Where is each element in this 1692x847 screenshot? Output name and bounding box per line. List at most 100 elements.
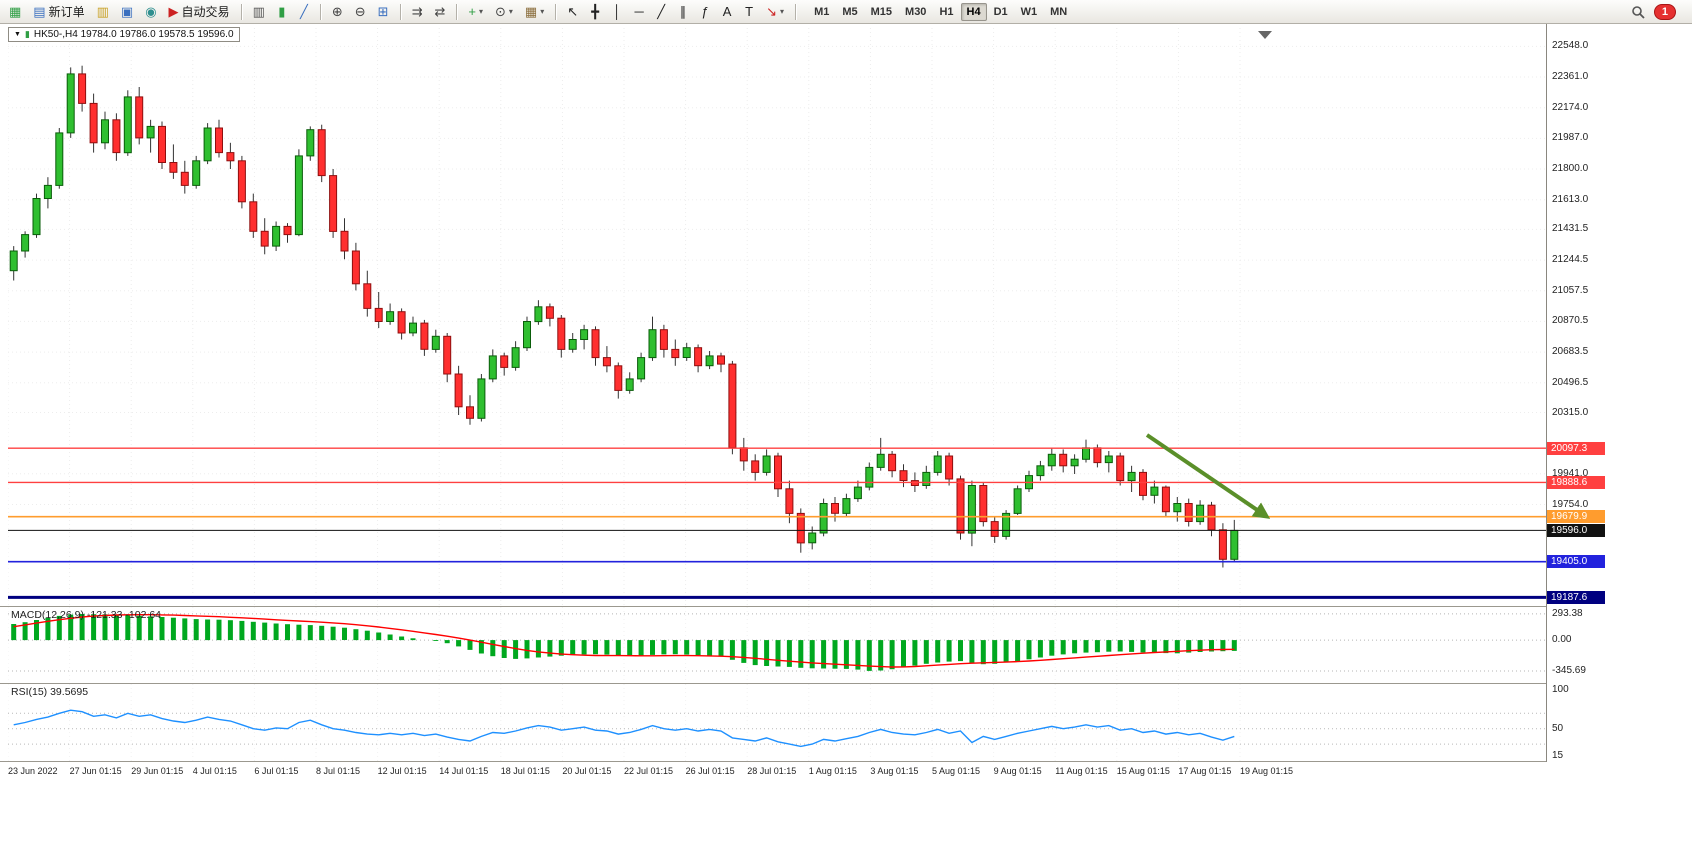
grid [8,28,1546,606]
chart-title[interactable]: ▼ ▮ HK50-,H4 19784.0 19786.0 19578.5 195… [8,27,240,42]
chart-window: ▼ ▮ HK50-,H4 19784.0 19786.0 19578.5 195… [0,24,1692,847]
timeframe-d1-button[interactable]: D1 [993,5,1008,18]
price-tag: 19405.0 [1547,555,1605,569]
vertical-line-icon: │ [613,4,622,19]
timeframe-mn-button[interactable]: MN [1050,5,1068,18]
auto-scroll-icon: ⇉ [411,4,423,19]
rsi-panel[interactable] [8,684,1546,761]
time-axis[interactable]: 23 Jun 2022 27 Jun 01:15 29 Jun 01:15 4 Jul… [0,762,1692,781]
profiles-icon: ▥ [96,4,109,19]
time-axis-label: 6 Jul 01:15 [254,766,299,776]
toolbar-separator [555,3,557,20]
main-chart[interactable] [8,28,1546,606]
rsi-indicator-label: RSI(15) 39.5695 [11,686,89,698]
line-chart-button[interactable]: ╱ [294,2,314,22]
fibonacci-icon: ƒ [701,4,709,19]
zoom-in-button[interactable]: ⊕ [327,2,348,22]
price-axis[interactable]: 22548.0 22361.0 22174.0 21987.0 21800.0 21613… [1546,24,1692,781]
templates-button[interactable]: ▦ ▾ [520,2,549,22]
toolbar-separator [319,3,321,20]
time-axis-label: 9 Aug 01:15 [993,766,1042,776]
channel-button[interactable]: ∥ [673,2,693,22]
price-axis-label: 21244.5 [1552,254,1589,266]
timeframe-w1-button[interactable]: W1 [1020,5,1038,18]
chart-shift-marker [1258,31,1272,39]
price-tag: 19596.0 [1547,523,1605,537]
panel-separator[interactable] [0,683,1692,684]
trendline-icon: ╱ [657,4,666,19]
new-order-button-label: 新订单 [48,5,85,19]
macd-axis-label: 293.38 [1552,607,1583,619]
timeframe-m5-button[interactable]: M5 [842,5,858,18]
price-axis-label: 22361.0 [1552,71,1589,83]
autotrading-button[interactable]: ▶ 自动交易 [164,2,235,22]
candlestick-icon: ▮ [24,29,30,39]
panel-separator[interactable] [0,761,1692,762]
vertical-line-button[interactable]: │ [607,2,627,22]
arrows-button[interactable]: ↘ ▾ [761,2,789,22]
cursor-button[interactable]: ↖ [562,2,583,22]
price-tag: 19888.6 [1547,475,1605,489]
new-order-button[interactable]: ▤ 新订单 [28,2,89,22]
cursor-icon: ↖ [567,4,579,19]
text-button[interactable]: A [717,2,737,22]
price-axis-label: 20683.5 [1552,346,1589,358]
timeframe-m1-button[interactable]: M1 [814,5,830,18]
time-axis-label: 8 Jul 01:15 [316,766,361,776]
panel-separator[interactable] [0,606,1692,607]
toolbar-right: 1 [1631,3,1688,20]
bar-chart-icon: ▥ [252,4,265,19]
time-axis-label: 1 Aug 01:15 [808,766,857,776]
timeframe-h1-button[interactable]: H1 [939,5,954,18]
text-label-icon: T [745,4,754,19]
crosshair-button[interactable]: ╋ [585,2,605,22]
auto-scroll-button[interactable]: ⇉ [407,2,428,22]
metaeditor-icon: ▣ [120,4,134,19]
autotrading-icon: ▶ [168,4,179,19]
macd-indicator-label: MACD(12,26,9) -121.33 -102.64 [11,609,161,621]
time-axis-label: 4 Jul 01:15 [192,766,237,776]
zoom-out-button[interactable]: ⊖ [350,2,371,22]
price-axis-label: 20870.5 [1552,315,1589,327]
arrows-icon: ↘ [766,4,778,19]
timeframe-h4-button[interactable]: H4 [960,2,987,21]
horizontal-line-button[interactable]: ─ [629,2,649,22]
chart-menu-icon: ▼ [14,31,21,38]
dropdown-caret-icon: ▾ [780,7,785,16]
notification-badge[interactable]: 1 [1653,3,1676,20]
horizontal-line-icon: ─ [634,4,644,19]
text-label-button[interactable]: T [739,2,759,22]
price-axis-label: 22174.0 [1552,101,1589,113]
trend-arrow-annotation[interactable] [1145,433,1271,519]
indicators-button[interactable]: + ▾ [463,2,488,22]
price-axis-label: 21613.0 [1552,193,1589,205]
time-axis-label: 14 Jul 01:15 [439,766,489,776]
fibonacci-button[interactable]: ƒ [695,2,715,22]
time-axis-label: 20 Jul 01:15 [562,766,612,776]
candlestick-chart-button[interactable]: ▮ [272,2,292,22]
time-axis-label: 11 Aug 01:15 [1055,766,1108,776]
options-button[interactable]: ◉ [140,2,161,22]
toolbar-separator [795,3,797,20]
profiles-button[interactable]: ▥ [92,2,114,22]
macd-panel[interactable] [8,607,1546,683]
macd-signal-line [13,613,1235,668]
time-axis-label: 26 Jul 01:15 [685,766,735,776]
search-icon[interactable] [1631,5,1645,19]
tile-windows-button[interactable]: ⊞ [373,2,394,22]
bar-chart-button[interactable]: ▥ [248,2,270,22]
trendline-button[interactable]: ╱ [651,2,671,22]
time-axis-label: 27 Jun 01:15 [69,766,122,776]
dropdown-caret-icon: ▾ [540,7,545,16]
macd-histogram [11,614,1237,671]
new-chart-button[interactable]: ▦ [4,2,26,22]
metaeditor-button[interactable]: ▣ [116,2,138,22]
timeframe-m15-button[interactable]: M15 [870,5,893,18]
chart-shift-button[interactable]: ⇄ [429,2,450,22]
timeframe-m30-button[interactable]: M30 [905,5,927,18]
price-axis-label: 21800.0 [1552,163,1589,174]
price-axis-label: 19754.0 [1552,498,1589,510]
price-axis-label: 21987.0 [1552,132,1589,144]
periods-button[interactable]: ⊙ ▾ [490,2,518,22]
price-axis-label: 20496.5 [1552,376,1589,388]
